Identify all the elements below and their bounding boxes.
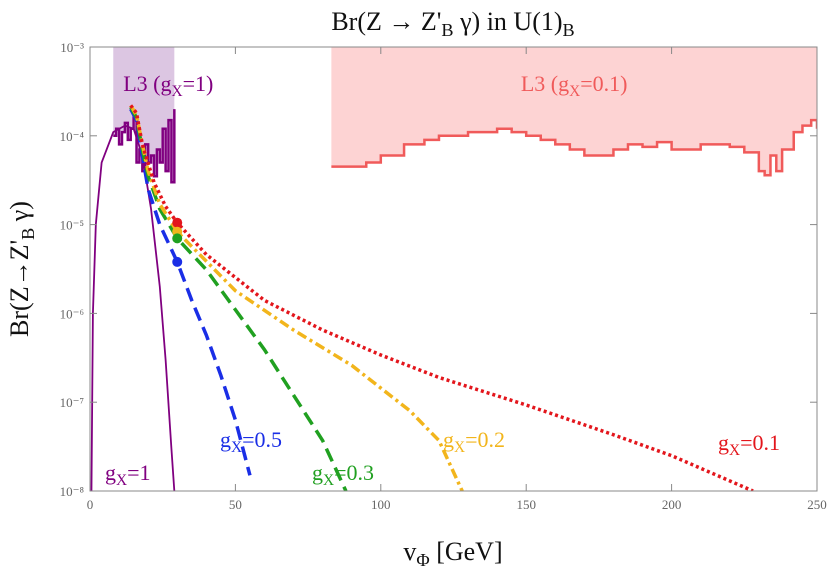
series-label: gX=1 xyxy=(105,460,151,489)
series-label-part: X xyxy=(454,439,465,456)
point-marker xyxy=(172,217,183,228)
x-label-part: Φ xyxy=(416,550,429,570)
y-tick-label: 10⁻⁶ xyxy=(60,306,84,321)
y-tick-label: 10⁻⁵ xyxy=(60,218,84,233)
x-tick-label: 50 xyxy=(229,497,242,512)
y-tick-label: 10⁻⁴ xyxy=(60,129,85,144)
series-label-part: =1 xyxy=(127,460,150,485)
chart-title: Br(Z → Z'B γ) in U(1)B xyxy=(331,7,574,40)
series-label-part: g xyxy=(443,427,454,452)
series-label-part: =0.1 xyxy=(740,430,780,455)
region-label: L3 (gX=1) xyxy=(123,71,213,100)
series-label-part: g xyxy=(220,427,231,452)
region-label-part: X xyxy=(171,83,182,100)
y-tick-label: 10⁻⁷ xyxy=(60,395,84,410)
series-label: gX=0.3 xyxy=(312,460,374,489)
x-axis-title: vΦ [GeV] xyxy=(403,537,502,570)
title-part: B xyxy=(563,20,575,40)
title-part: Br(Z → Z' xyxy=(331,7,441,36)
point-marker xyxy=(172,233,183,244)
region-label-part: =0.1) xyxy=(580,71,627,96)
region-label: L3 (gX=0.1) xyxy=(521,71,628,100)
title-part: B xyxy=(441,20,453,40)
y-label-part: Br(Z→Z' xyxy=(5,240,34,337)
series-line xyxy=(129,104,464,491)
series-label-part: X xyxy=(231,439,242,456)
y-label-part: γ) xyxy=(5,201,34,228)
series-label-part: X xyxy=(729,442,740,459)
series-label-part: g xyxy=(718,430,729,455)
region-label-part: L3 (g xyxy=(123,71,171,96)
x-tick-label: 250 xyxy=(807,497,827,512)
x-label-part: [GeV] xyxy=(430,537,503,566)
x-label-part: v xyxy=(403,537,416,566)
series-label-part: =0.2 xyxy=(465,427,505,452)
y-axis-title: Br(Z→Z'B γ) xyxy=(5,201,38,337)
point-marker xyxy=(172,256,183,267)
region-label-part: X xyxy=(569,83,580,100)
y-tick-label: 10⁻³ xyxy=(60,40,84,55)
series-label-part: X xyxy=(116,472,127,489)
series-line xyxy=(129,104,754,491)
y-label-part: B xyxy=(18,228,38,240)
series-label: gX=0.1 xyxy=(718,430,780,459)
series-label-part: g xyxy=(312,460,323,485)
x-tick-label: 0 xyxy=(87,497,94,512)
series-label-part: X xyxy=(323,472,334,489)
x-tick-label: 150 xyxy=(516,497,536,512)
series-label-part: =0.5 xyxy=(242,427,282,452)
y-tick-label: 10⁻⁸ xyxy=(60,484,85,499)
series-line xyxy=(90,124,176,491)
series-label-part: g xyxy=(105,460,116,485)
plot-area: L3 (gX=1) L3 (gX=0.1)gX=1gX=0.5gX=0.3gX=0… xyxy=(60,40,827,512)
title-part: γ) in U(1) xyxy=(454,7,563,36)
excluded-region xyxy=(331,47,817,176)
region-boundary xyxy=(331,118,817,177)
series-label-part: =0.3 xyxy=(334,460,374,485)
region-label-part: L3 (g xyxy=(521,71,569,96)
series-label: gX=0.5 xyxy=(220,427,282,456)
x-tick-label: 100 xyxy=(371,497,391,512)
frame xyxy=(89,46,818,492)
x-tick-label: 200 xyxy=(662,497,682,512)
series-label: gX=0.2 xyxy=(443,427,505,456)
series-line xyxy=(129,106,348,491)
region-label-part: =1) xyxy=(183,71,214,96)
